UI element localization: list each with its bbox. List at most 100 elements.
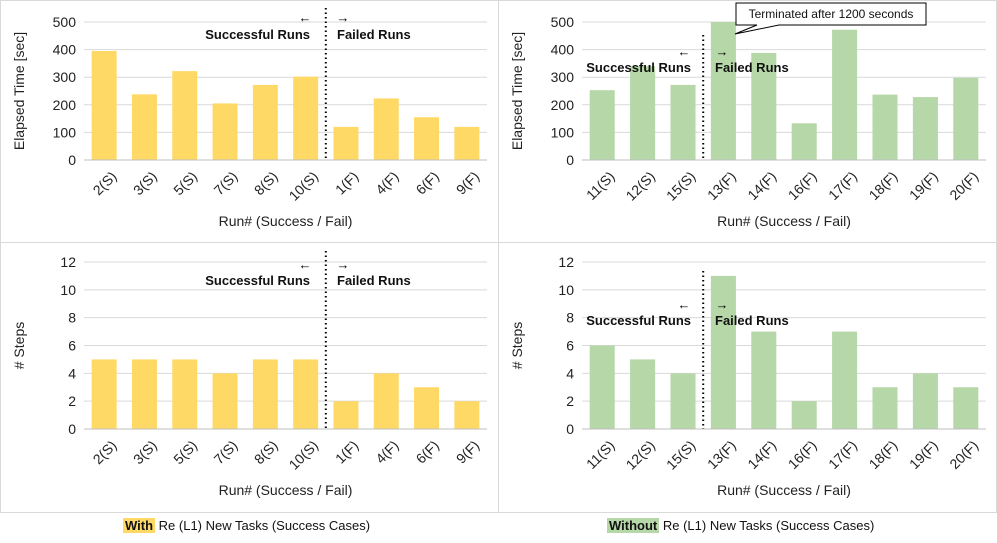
bar-12(S) — [630, 66, 656, 160]
bar-15(S) — [670, 373, 696, 429]
x-tick-label: 11(S) — [583, 168, 618, 203]
x-tick-label: 1(F) — [332, 437, 361, 466]
y-tick-label: 300 — [53, 69, 77, 85]
bar-8(S) — [252, 359, 278, 429]
y-tick-label: 100 — [551, 124, 575, 140]
x-tick-label: 15(S) — [663, 437, 699, 473]
x-tick-label: 17(F) — [825, 168, 860, 203]
y-tick-label: 10 — [558, 282, 574, 298]
bar-17(F) — [832, 29, 858, 161]
y-tick-label: 200 — [551, 97, 575, 113]
x-tick-label: 9(F) — [453, 437, 482, 466]
x-tick-label: 4(F) — [372, 437, 401, 466]
y-axis-title: # Steps — [11, 322, 27, 369]
panel-divider-vertical — [498, 0, 499, 513]
x-tick-label: 4(F) — [372, 168, 401, 197]
y-axis-title: # Steps — [509, 322, 525, 369]
x-tick-label: 18(F) — [866, 437, 901, 472]
x-tick-label: 15(S) — [663, 168, 699, 204]
x-tick-label: 18(F) — [866, 168, 901, 203]
x-axis-title: Run# (Success / Fail) — [717, 482, 851, 498]
annotation-callout — [734, 2, 927, 35]
x-tick-label: 13(F) — [704, 168, 739, 203]
left-arrow-icon: ← — [299, 257, 312, 272]
x-tick-label: 1(F) — [332, 168, 361, 197]
bar-10(S) — [293, 359, 319, 429]
y-tick-label: 400 — [53, 42, 77, 58]
x-tick-label: 20(F) — [946, 437, 981, 472]
bar-18(F) — [872, 387, 898, 429]
x-tick-label: 13(F) — [704, 437, 739, 472]
bar-13(F) — [710, 22, 736, 160]
x-tick-label: 2(S) — [90, 168, 120, 198]
x-tick-label: 6(F) — [413, 168, 442, 197]
bar-15(S) — [670, 84, 696, 160]
x-tick-label: 19(F) — [906, 168, 941, 203]
y-tick-label: 0 — [566, 152, 574, 168]
left-arrow-icon: ← — [299, 10, 312, 25]
x-tick-label: 14(F) — [744, 168, 779, 203]
x-tick-label: 10(S) — [286, 437, 322, 473]
bar-11(S) — [589, 90, 615, 160]
x-tick-label: 19(F) — [906, 437, 941, 472]
y-tick-label: 500 — [53, 14, 77, 30]
x-tick-label: 5(S) — [170, 168, 200, 198]
left-arrow-icon: ← — [678, 297, 691, 312]
caption-without: Without Re (L1) New Tasks (Success Cases… — [607, 518, 874, 533]
annotation-text: Terminated after 1200 seconds — [749, 7, 914, 21]
y-tick-label: 8 — [566, 310, 574, 326]
failed-runs-label: Failed Runs — [337, 273, 411, 288]
x-tick-label: 3(S) — [130, 437, 160, 467]
y-tick-label: 6 — [68, 338, 76, 354]
x-tick-label: 2(S) — [90, 437, 120, 467]
bar-2(S) — [91, 359, 117, 429]
bar-3(S) — [131, 94, 157, 160]
elapsed-time-chart-without: 0 100 200 300 400 500 11(S) 12(S) 15(S) 13(F) 14(F… — [509, 2, 986, 229]
bar-3(S) — [131, 359, 157, 429]
y-tick-label: 8 — [68, 310, 76, 326]
caption-without-text: Re (L1) New Tasks (Success Cases) — [659, 518, 875, 533]
x-tick-label: 12(S) — [623, 168, 659, 204]
bar-12(S) — [630, 359, 656, 429]
bar-19(F) — [912, 97, 938, 160]
x-axis-title: Run# (Success / Fail) — [219, 482, 353, 498]
right-arrow-icon: → — [337, 257, 350, 272]
x-tick-label: 11(S) — [583, 437, 618, 472]
failed-runs-label: Failed Runs — [715, 60, 789, 75]
bar-7(S) — [212, 373, 238, 429]
x-tick-label: 7(S) — [211, 168, 241, 198]
failed-runs-label: Failed Runs — [337, 27, 411, 42]
x-tick-label: 10(S) — [286, 168, 322, 204]
caption-without-highlight: Without — [607, 518, 660, 533]
x-tick-label: 5(S) — [170, 437, 200, 467]
x-tick-label: 14(F) — [744, 437, 779, 472]
y-tick-label: 400 — [551, 42, 575, 58]
x-tick-label: 16(F) — [785, 437, 820, 472]
bar-1(F) — [333, 401, 359, 429]
bar-8(S) — [252, 84, 278, 160]
right-arrow-icon: → — [716, 297, 729, 312]
bar-20(F) — [953, 77, 979, 160]
y-tick-label: 2 — [68, 393, 76, 409]
y-tick-label: 300 — [551, 69, 575, 85]
y-tick-label: 6 — [566, 338, 574, 354]
x-axis-title: Run# (Success / Fail) — [717, 213, 851, 229]
bar-17(F) — [832, 331, 858, 429]
bar-13(F) — [710, 275, 736, 429]
successful-runs-label: Successful Runs — [586, 313, 691, 328]
x-tick-label: 12(S) — [623, 437, 659, 473]
bar-4(F) — [373, 373, 399, 429]
bar-9(F) — [454, 126, 480, 160]
caption-with: With Re (L1) New Tasks (Success Cases) — [123, 518, 370, 533]
y-tick-label: 12 — [558, 254, 574, 270]
x-axis-title: Run# (Success / Fail) — [219, 213, 353, 229]
caption-with-highlight: With — [123, 518, 156, 533]
x-tick-label: 3(S) — [130, 168, 160, 198]
y-tick-label: 4 — [68, 365, 76, 381]
bar-9(F) — [454, 401, 480, 429]
y-tick-label: 4 — [566, 365, 574, 381]
successful-runs-label: Successful Runs — [205, 273, 310, 288]
successful-runs-label: Successful Runs — [205, 27, 310, 42]
